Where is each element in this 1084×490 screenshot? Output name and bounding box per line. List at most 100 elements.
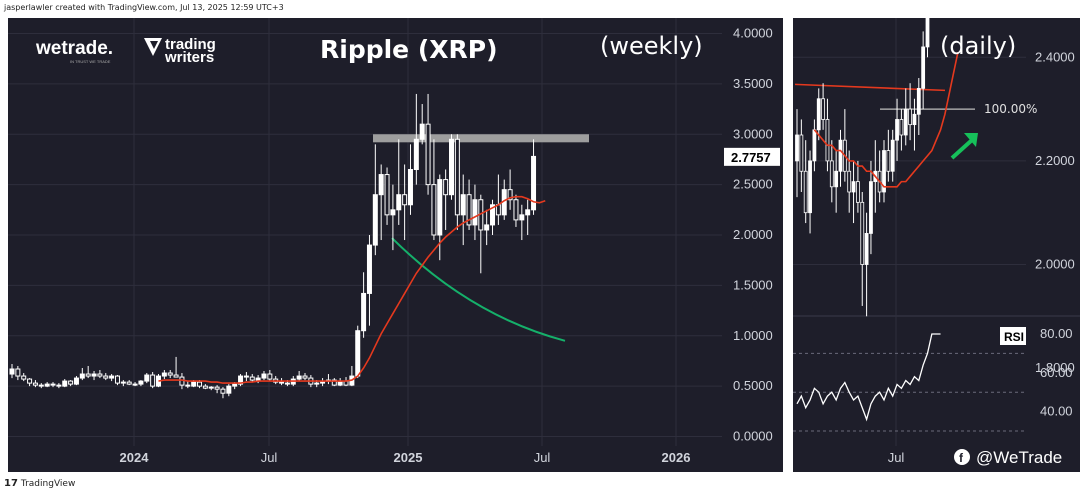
daily-price-tick: 2.0000 <box>1035 257 1075 272</box>
weekly-price-label-box <box>724 147 780 166</box>
weekly-candle-body <box>226 385 232 394</box>
weekly-candle-body <box>103 375 109 379</box>
daily-candle-body <box>838 139 843 172</box>
trading-writers-logo-icon <box>144 38 162 56</box>
daily-candle-body <box>925 0 930 48</box>
daily-candle-body <box>903 108 908 136</box>
weekly-candle-body <box>21 375 27 380</box>
weekly-annotations <box>373 134 589 342</box>
daily-candle-body <box>916 87 921 115</box>
daily-candle-body <box>834 170 839 188</box>
weekly-candle-body <box>243 375 249 378</box>
weekly-moving-average <box>158 195 546 384</box>
weekly-axis-background <box>722 18 783 446</box>
weekly-time-tick: 2025 <box>394 450 423 465</box>
weekly-price-label: 2.7757 <box>731 150 771 165</box>
weekly-candle-body <box>27 378 33 384</box>
weekly-candle-body <box>114 375 120 384</box>
svg-text:f: f <box>959 451 964 465</box>
weekly-candle-body <box>62 380 68 387</box>
weekly-price-tick: 2.0000 <box>733 227 773 242</box>
chart-credit: jasperlawler created with TradingView.co… <box>4 3 284 12</box>
tradingview-footer: 17 TradingView <box>4 478 75 489</box>
weekly-candle-body <box>79 373 85 379</box>
weekly-candle-body <box>267 373 273 380</box>
daily-price-tick: 1.8000 <box>1035 360 1075 375</box>
weekly-candle-body <box>513 199 519 221</box>
weekly-candle-body <box>161 372 167 377</box>
weekly-time-tick: Jul <box>534 450 551 465</box>
weekly-candle-body <box>238 375 244 385</box>
weekly-candle-body <box>208 386 214 389</box>
resistance-zone <box>373 134 589 143</box>
weekly-candle-body <box>366 244 372 294</box>
weekly-candle-body <box>507 189 513 201</box>
weekly-candle-body <box>302 375 308 379</box>
weekly-candle-body <box>314 382 320 385</box>
chart-title: Ripple (XRP) <box>320 35 498 64</box>
weekly-candle-body <box>150 374 156 387</box>
daily-candle-body <box>890 139 895 172</box>
tradingview-logo-icon: 17 <box>4 478 18 489</box>
weekly-time-tick: Jul <box>261 450 278 465</box>
daily-axis-background <box>1026 18 1080 446</box>
weekly-xaxis-background <box>8 446 783 472</box>
weekly-candle-body <box>355 330 361 377</box>
daily-ma-line <box>813 51 959 188</box>
daily-candle-body <box>899 119 904 136</box>
time-axis: 2024 Jul 2025 Jul 2026 Jul <box>120 450 905 465</box>
rsi-tick: 80.00 <box>1040 326 1073 341</box>
daily-candle-body <box>821 98 825 120</box>
daily-candle-body <box>921 46 926 89</box>
weekly-time-tick: 2024 <box>120 450 150 465</box>
weekly-candle-body <box>138 380 144 385</box>
weekly-candle-body <box>425 123 431 186</box>
weekly-candle-body <box>437 179 443 236</box>
tradingview-label: TradingView <box>20 478 76 489</box>
weekly-candle-body <box>484 224 490 231</box>
weekly-candle-body <box>390 209 396 216</box>
up-arrow-icon <box>950 138 974 160</box>
daily-candle-body <box>812 129 817 162</box>
weekly-candle-body <box>331 379 337 386</box>
daily-candles <box>795 0 930 317</box>
daily-candle-body <box>856 181 860 203</box>
daily-candle-body <box>882 150 886 193</box>
daily-panel-background <box>793 18 1026 446</box>
weekly-candle-body <box>384 174 390 216</box>
weekly-candle-body <box>460 194 466 216</box>
daily-price-tick: 2.2000 <box>1035 153 1075 168</box>
weekly-grid <box>8 18 722 446</box>
daily-xaxis-background <box>793 446 1080 472</box>
weekly-candle-body <box>255 377 261 381</box>
trading-writers-logo: trading writers <box>164 36 216 66</box>
weekly-candle-body <box>407 169 413 206</box>
weekly-candle-body <box>68 380 74 385</box>
weekly-candle-body <box>296 375 302 380</box>
weekly-price-tick: 1.0000 <box>733 328 773 343</box>
weekly-price-tick: 0.0000 <box>733 429 773 444</box>
weekly-candle-body <box>261 373 267 379</box>
daily-candle-body <box>869 181 873 234</box>
weekly-candle-body <box>413 138 419 171</box>
daily-candle-body <box>912 113 917 126</box>
weekly-candle-body <box>85 373 91 377</box>
weekly-price-tick: 0.5000 <box>733 378 773 393</box>
daily-subtitle: (daily) <box>940 32 1016 60</box>
weekly-candle-body <box>232 383 238 387</box>
weekly-candle-body <box>396 194 402 211</box>
weekly-candle-body <box>378 174 384 196</box>
weekly-candle-body <box>185 384 191 387</box>
weekly-panel-background <box>8 18 722 446</box>
weekly-candle-body <box>443 179 449 196</box>
daily-candle-body <box>795 134 799 162</box>
facebook-icon: f <box>954 449 970 465</box>
weekly-candle-body <box>44 383 50 387</box>
weekly-price-tick: 2.5000 <box>733 177 773 192</box>
weekly-candle-body <box>402 194 408 206</box>
rsi-tick: 60.00 <box>1040 365 1073 380</box>
daily-price-tick: 2.4000 <box>1035 49 1075 64</box>
weekly-candle-body <box>109 375 115 379</box>
daily-candle-body <box>829 160 834 188</box>
weekly-candle-body <box>173 374 179 378</box>
